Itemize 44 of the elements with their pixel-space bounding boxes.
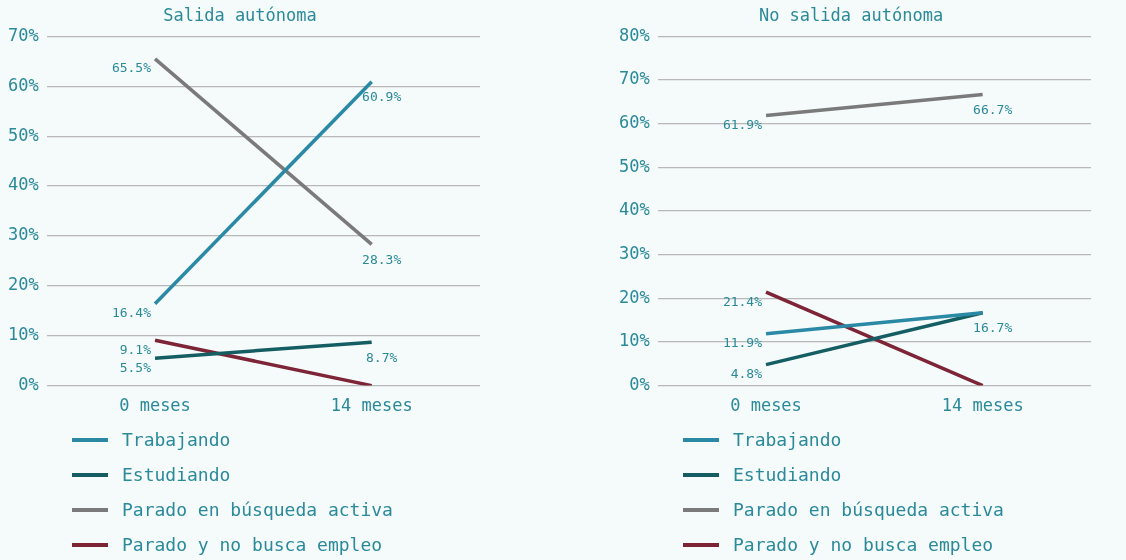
data-label: 65.5% [111,60,152,76]
data-label: 16.7% [973,320,1013,336]
x-tick-label: 0 meses [119,395,191,416]
data-label: 61.9% [722,116,763,132]
chart-title: No salida autónoma [758,4,944,25]
data-label: 60.9% [362,89,402,105]
y-tick-label: 20% [618,286,650,307]
y-tick-label: 60% [618,112,650,133]
data-label: 21.4% [722,293,763,309]
legend-label: Parado en búsqueda activa [733,499,1004,520]
y-tick-label: 80% [618,24,650,45]
y-tick-label: 40% [618,199,650,220]
y-tick-label: 0% [629,374,650,395]
legend-label: Parado en búsqueda activa [122,499,393,520]
legend-label: Parado y no busca empleo [733,534,994,555]
y-tick-label: 10% [7,324,39,345]
legend-label: Estudiando [733,464,842,485]
y-tick-label: 50% [7,124,39,145]
x-tick-label: 0 meses [730,395,802,416]
x-tick-label: 14 meses [330,395,413,416]
data-label: 8.7% [366,349,398,365]
y-tick-label: 20% [7,274,39,295]
chart-title: Salida autónoma [163,4,317,25]
data-label: 4.8% [730,366,763,382]
data-label: 11.9% [722,335,763,351]
data-label: 28.3% [362,251,402,267]
data-label: 5.5% [119,359,152,375]
y-tick-label: 70% [7,24,39,45]
legend-label: Trabajando [122,429,231,450]
y-tick-label: 0% [18,374,39,395]
y-tick-label: 40% [7,174,39,195]
y-tick-label: 70% [618,68,650,89]
data-label: 66.7% [973,101,1013,117]
legend-label: Parado y no busca empleo [122,534,383,555]
y-tick-label: 60% [7,74,39,95]
data-label: 16.4% [111,305,152,321]
y-tick-label: 50% [618,155,650,176]
x-tick-label: 14 meses [941,395,1024,416]
y-tick-label: 30% [618,243,650,264]
y-tick-label: 10% [618,330,650,351]
y-tick-label: 30% [7,224,39,245]
legend-label: Estudiando [122,464,231,485]
legend-label: Trabajando [733,429,842,450]
data-label: 9.1% [119,341,152,357]
